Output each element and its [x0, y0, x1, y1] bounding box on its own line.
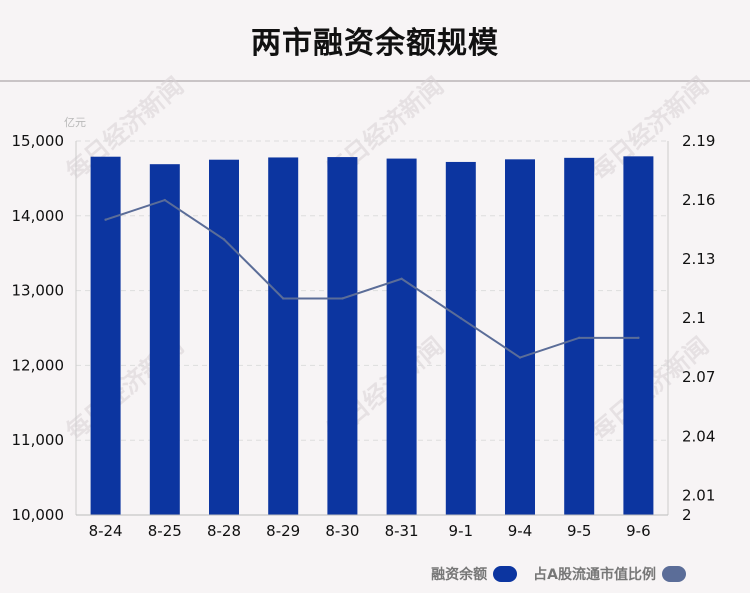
bar: [387, 159, 417, 515]
line-point: [164, 199, 166, 201]
legend-swatch-balance: [493, 566, 517, 582]
left-tick-label: 14,000: [12, 207, 65, 225]
line-point: [104, 219, 106, 221]
left-tick-label: 10,000: [12, 506, 65, 524]
line-series: [104, 199, 639, 359]
x-tick-label: 9-6: [626, 522, 651, 540]
x-tick-label: 8-28: [207, 522, 241, 540]
line-point: [400, 278, 402, 280]
bar: [327, 157, 357, 515]
bar-series: [91, 156, 654, 515]
x-tick-label: 8-24: [89, 522, 123, 540]
bar: [505, 159, 535, 515]
legend: 融资余额 占A股流通市值比例: [415, 564, 686, 584]
legend-item-ratio: 占A股流通市值比例: [533, 564, 686, 584]
bar: [150, 164, 180, 515]
right-tick-label: 2.16: [682, 191, 715, 209]
left-tick-label: 15,000: [12, 132, 65, 150]
right-tick-label: 2.13: [682, 250, 715, 268]
right-axis-ticks: 2 2.01 2.04 2.07 2.1 2.13 2.16 2.19: [682, 132, 715, 524]
legend-swatch-ratio: [662, 566, 686, 582]
line-point: [341, 297, 343, 299]
x-tick-label: 8-29: [266, 522, 300, 540]
x-tick-label: 9-1: [449, 522, 474, 540]
left-tick-label: 11,000: [12, 431, 65, 449]
right-tick-label: 2.07: [682, 368, 715, 386]
line-point: [223, 238, 225, 240]
x-tick-label: 8-30: [325, 522, 359, 540]
legend-label-balance: 融资余额: [431, 564, 487, 584]
line-point: [637, 337, 639, 339]
right-tick-label: 2.04: [682, 427, 715, 445]
bar: [91, 157, 121, 515]
right-tick-label: 2.19: [682, 132, 715, 150]
right-tick-label: 2: [682, 506, 692, 524]
left-tick-label: 12,000: [12, 356, 65, 374]
bar: [446, 162, 476, 515]
x-tick-label: 8-25: [148, 522, 182, 540]
x-axis-ticks: 8-24 8-25 8-28 8-29 8-30 8-31 9-1 9-4 9-5 9-6: [89, 522, 651, 540]
right-tick-label: 2.1: [682, 309, 706, 327]
legend-label-ratio: 占A股流通市值比例: [533, 564, 656, 584]
line-point: [282, 297, 284, 299]
left-tick-label: 13,000: [12, 282, 65, 300]
bar: [623, 156, 653, 515]
left-axis-unit: 亿元: [64, 116, 86, 129]
bar: [209, 160, 239, 515]
bar: [268, 157, 298, 515]
bar: [564, 158, 594, 515]
legend-item-balance: 融资余额: [431, 564, 517, 584]
x-tick-label: 9-5: [567, 522, 592, 540]
line-point: [578, 337, 580, 339]
line-point: [460, 317, 462, 319]
x-tick-label: 9-4: [508, 522, 533, 540]
line-point: [519, 356, 521, 358]
ratio-line: [106, 200, 639, 357]
x-tick-label: 8-31: [385, 522, 419, 540]
right-tick-label: 2.01: [682, 486, 715, 504]
left-axis-ticks: 10,000 11,000 12,000 13,000 14,000 15,000: [12, 132, 65, 524]
